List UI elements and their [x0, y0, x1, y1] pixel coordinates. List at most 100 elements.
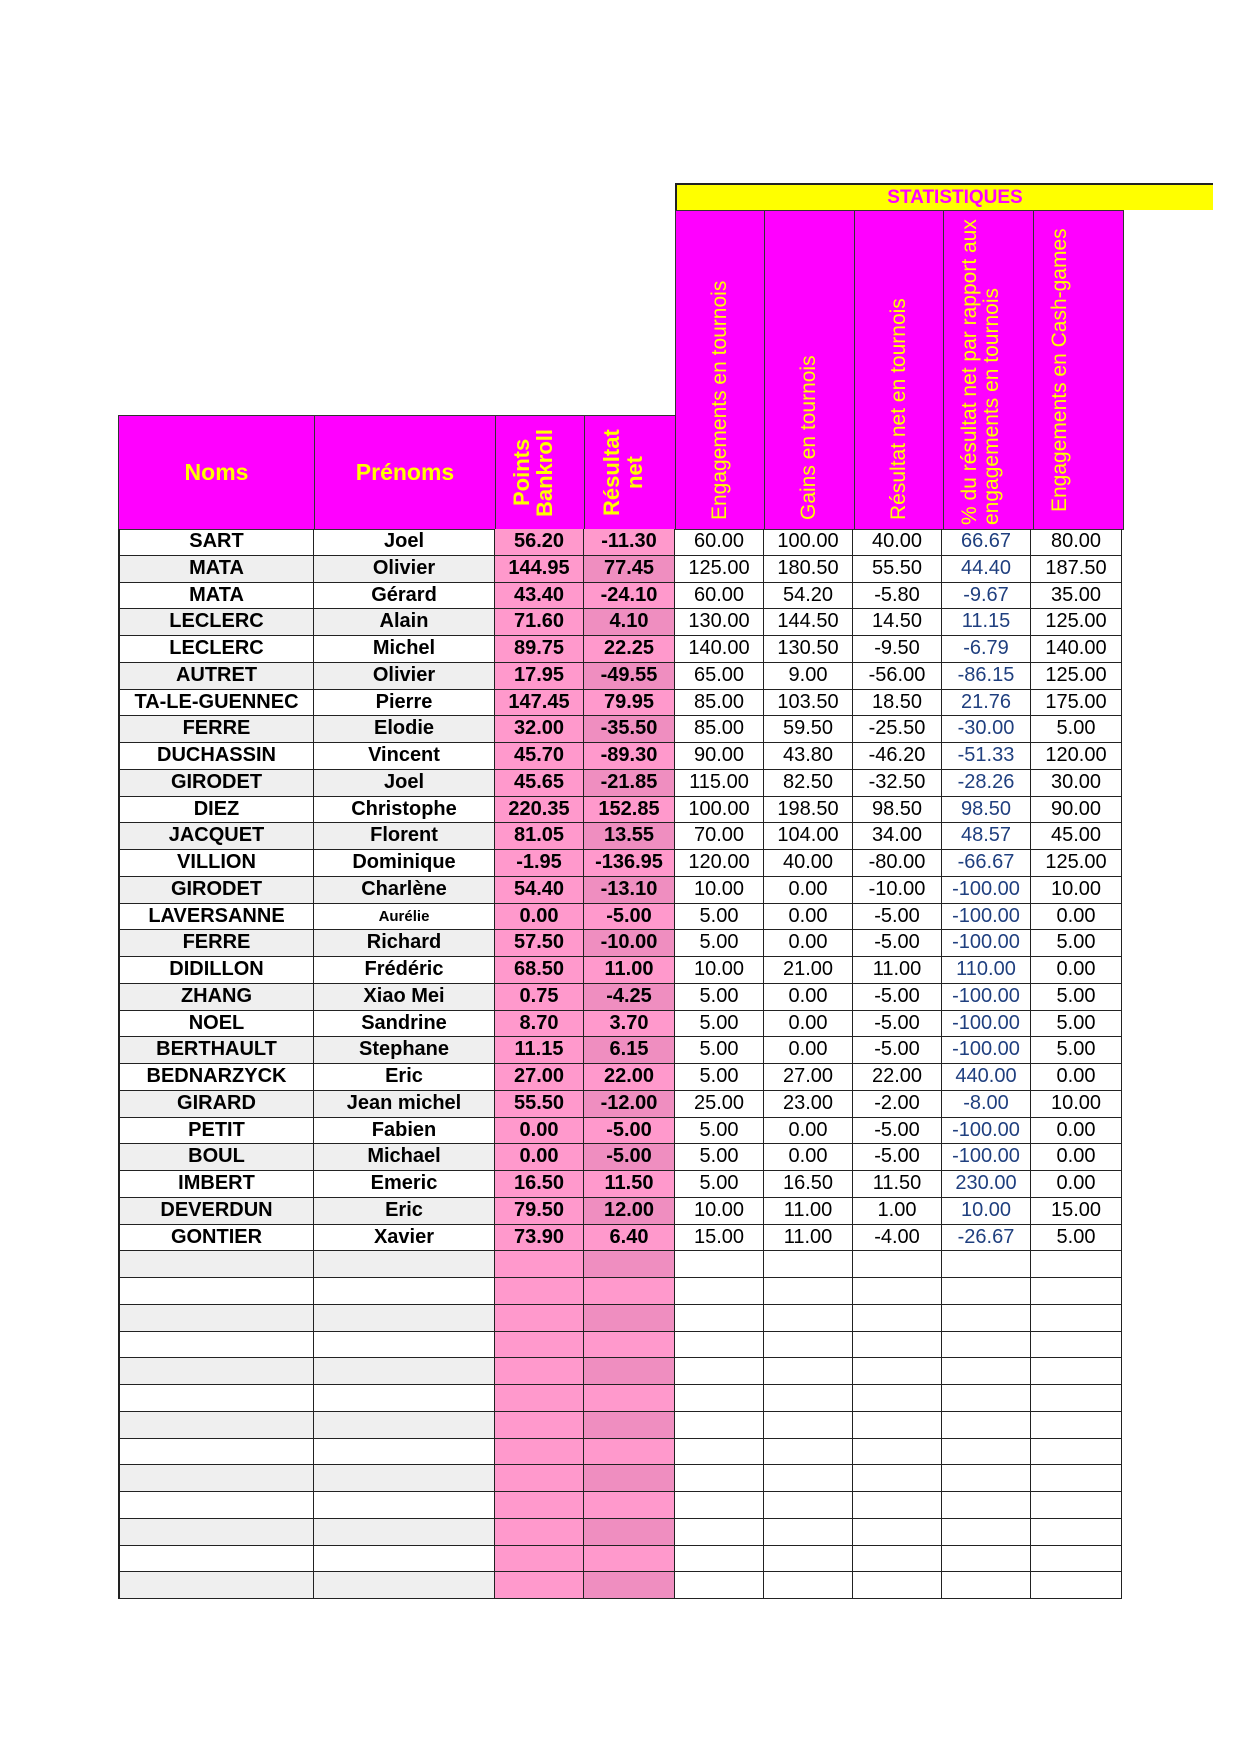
points-bankroll-cell[interactable]: 79.50 — [495, 1197, 584, 1225]
engagements-tournois-cell[interactable]: 5.00 — [675, 1171, 764, 1198]
engagements-cash-cell[interactable] — [1031, 1411, 1122, 1439]
nom-cell[interactable]: SART — [118, 529, 314, 556]
points-bankroll-cell[interactable]: 144.95 — [495, 555, 584, 583]
engagements-cash-cell[interactable] — [1031, 1385, 1122, 1412]
resultat-net-cell[interactable]: -89.30 — [584, 743, 675, 770]
gains-tournois-cell[interactable]: 130.50 — [764, 636, 853, 663]
engagements-cash-cell[interactable]: 5.00 — [1031, 1224, 1122, 1252]
points-bankroll-cell[interactable]: 43.40 — [495, 582, 584, 610]
points-bankroll-cell[interactable]: 17.95 — [495, 662, 584, 690]
points-bankroll-cell[interactable]: 73.90 — [495, 1224, 584, 1252]
prenom-cell[interactable] — [314, 1545, 495, 1573]
nom-cell[interactable]: DIEZ — [118, 796, 314, 824]
nom-cell[interactable] — [118, 1465, 314, 1492]
nom-cell[interactable] — [118, 1411, 314, 1439]
resultat-net-tournois-cell[interactable]: -5.00 — [853, 1144, 942, 1171]
pct-resultat-cell[interactable] — [942, 1438, 1031, 1466]
points-bankroll-cell[interactable]: 8.70 — [495, 1010, 584, 1038]
prenom-cell[interactable]: Vincent — [314, 743, 495, 770]
nom-cell[interactable]: DEVERDUN — [118, 1197, 314, 1225]
pct-resultat-cell[interactable] — [942, 1278, 1031, 1305]
engagements-tournois-cell[interactable] — [675, 1304, 764, 1332]
resultat-net-cell[interactable] — [584, 1358, 675, 1385]
points-bankroll-cell[interactable] — [495, 1304, 584, 1332]
engagements-tournois-cell[interactable]: 85.00 — [675, 689, 764, 717]
gains-tournois-cell[interactable]: 104.00 — [764, 823, 853, 850]
resultat-net-tournois-cell[interactable]: 55.50 — [853, 555, 942, 583]
nom-cell[interactable]: MATA — [118, 582, 314, 610]
resultat-net-tournois-cell[interactable]: 18.50 — [853, 689, 942, 717]
pct-resultat-cell[interactable] — [942, 1465, 1031, 1492]
gains-tournois-cell[interactable]: 0.00 — [764, 903, 853, 931]
points-bankroll-cell[interactable]: 16.50 — [495, 1171, 584, 1198]
resultat-net-cell[interactable] — [584, 1438, 675, 1466]
resultat-net-tournois-cell[interactable] — [853, 1492, 942, 1519]
prenom-cell[interactable] — [314, 1465, 495, 1492]
resultat-net-cell[interactable] — [584, 1331, 675, 1359]
resultat-net-tournois-cell[interactable]: -10.00 — [853, 876, 942, 904]
gains-tournois-cell[interactable]: 43.80 — [764, 743, 853, 770]
engagements-cash-cell[interactable]: 90.00 — [1031, 796, 1122, 824]
nom-cell[interactable]: VILLION — [118, 850, 314, 877]
gains-tournois-cell[interactable]: 100.00 — [764, 529, 853, 556]
prenom-cell[interactable]: Christophe — [314, 796, 495, 824]
engagements-cash-cell[interactable]: 0.00 — [1031, 957, 1122, 984]
resultat-net-cell[interactable]: -10.00 — [584, 930, 675, 957]
prenom-cell[interactable]: Richard — [314, 930, 495, 957]
gains-tournois-cell[interactable] — [764, 1251, 853, 1278]
nom-cell[interactable]: PETIT — [118, 1117, 314, 1145]
resultat-net-tournois-cell[interactable] — [853, 1572, 942, 1599]
engagements-cash-cell[interactable]: 35.00 — [1031, 582, 1122, 610]
pct-resultat-cell[interactable]: -100.00 — [942, 930, 1031, 957]
prenom-cell[interactable]: Eric — [314, 1064, 495, 1091]
engagements-tournois-cell[interactable] — [675, 1385, 764, 1412]
pct-resultat-cell[interactable]: -86.15 — [942, 662, 1031, 690]
pct-resultat-cell[interactable]: -100.00 — [942, 983, 1031, 1011]
resultat-net-cell[interactable]: -5.00 — [584, 903, 675, 931]
gains-tournois-cell[interactable]: 16.50 — [764, 1171, 853, 1198]
engagements-cash-cell[interactable]: 120.00 — [1031, 743, 1122, 770]
engagements-tournois-cell[interactable]: 140.00 — [675, 636, 764, 663]
engagements-tournois-cell[interactable]: 5.00 — [675, 1064, 764, 1091]
nom-cell[interactable] — [118, 1492, 314, 1519]
nom-cell[interactable]: FERRE — [118, 716, 314, 743]
prenom-cell[interactable]: Aurélie — [314, 903, 495, 931]
prenom-cell[interactable] — [314, 1438, 495, 1466]
resultat-net-cell[interactable]: -11.30 — [584, 529, 675, 556]
gains-tournois-cell[interactable] — [764, 1492, 853, 1519]
resultat-net-cell[interactable] — [584, 1251, 675, 1278]
engagements-tournois-cell[interactable] — [675, 1438, 764, 1466]
resultat-net-tournois-cell[interactable]: -56.00 — [853, 662, 942, 690]
engagements-cash-cell[interactable]: 140.00 — [1031, 636, 1122, 663]
prenom-cell[interactable]: Gérard — [314, 582, 495, 610]
engagements-tournois-cell[interactable]: 5.00 — [675, 1037, 764, 1064]
nom-cell[interactable] — [118, 1358, 314, 1385]
points-bankroll-cell[interactable]: 81.05 — [495, 823, 584, 850]
prenom-cell[interactable]: Elodie — [314, 716, 495, 743]
points-bankroll-cell[interactable]: 0.00 — [495, 903, 584, 931]
pct-resultat-cell[interactable]: 10.00 — [942, 1197, 1031, 1225]
points-bankroll-cell[interactable]: 220.35 — [495, 796, 584, 824]
engagements-tournois-cell[interactable]: 70.00 — [675, 823, 764, 850]
points-bankroll-cell[interactable]: -1.95 — [495, 850, 584, 877]
prenom-cell[interactable]: Michel — [314, 636, 495, 663]
pct-resultat-cell[interactable]: 44.40 — [942, 555, 1031, 583]
nom-cell[interactable] — [118, 1331, 314, 1359]
engagements-tournois-cell[interactable]: 5.00 — [675, 1010, 764, 1038]
engagements-cash-cell[interactable] — [1031, 1331, 1122, 1359]
resultat-net-tournois-cell[interactable] — [853, 1385, 942, 1412]
gains-tournois-cell[interactable] — [764, 1518, 853, 1546]
gains-tournois-cell[interactable]: 0.00 — [764, 876, 853, 904]
pct-resultat-cell[interactable]: 440.00 — [942, 1064, 1031, 1091]
gains-tournois-cell[interactable] — [764, 1465, 853, 1492]
resultat-net-tournois-cell[interactable]: -9.50 — [853, 636, 942, 663]
pct-resultat-cell[interactable]: -28.26 — [942, 769, 1031, 797]
points-bankroll-cell[interactable]: 56.20 — [495, 529, 584, 556]
points-bankroll-cell[interactable] — [495, 1251, 584, 1278]
gains-tournois-cell[interactable] — [764, 1572, 853, 1599]
gains-tournois-cell[interactable]: 0.00 — [764, 1010, 853, 1038]
gains-tournois-cell[interactable] — [764, 1278, 853, 1305]
pct-resultat-cell[interactable]: -100.00 — [942, 1010, 1031, 1038]
engagements-tournois-cell[interactable]: 125.00 — [675, 555, 764, 583]
gains-tournois-cell[interactable]: 198.50 — [764, 796, 853, 824]
